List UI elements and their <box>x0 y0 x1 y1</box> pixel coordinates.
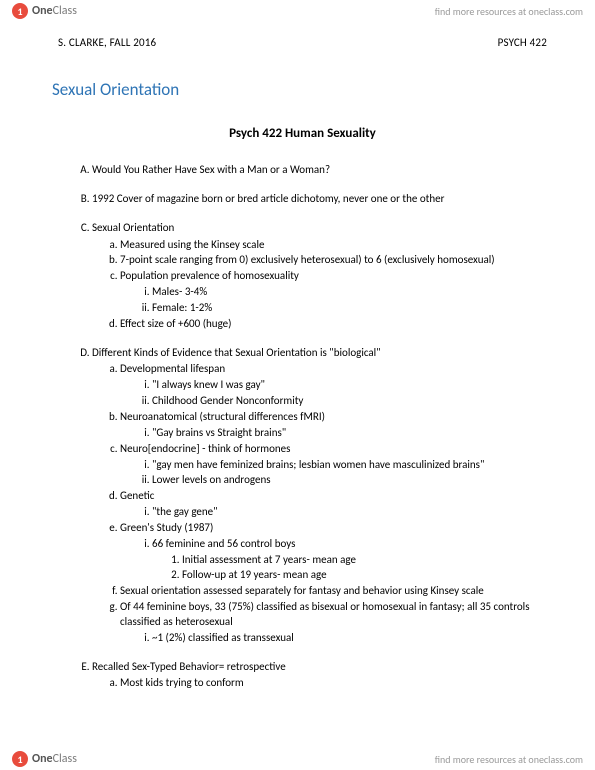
cta-top: find more resources at oneclass.com <box>435 5 583 18</box>
outline-root: Would You Rather Have Sex with a Man or … <box>58 163 547 691</box>
item-C-b: 7-point scale ranging from 0) exclusivel… <box>120 253 547 268</box>
brand-text: OneClass <box>32 752 77 766</box>
brand-icon: 1 <box>12 751 28 767</box>
doc-title: Psych 422 Human Sexuality <box>58 126 547 141</box>
item-D-f: Sexual orientation assessed separately f… <box>120 584 547 599</box>
brand-logo-bottom: 1 OneClass <box>12 751 77 767</box>
brand-icon: 1 <box>12 3 28 19</box>
item-C-c: Population prevalence of homosexuality M… <box>120 269 547 316</box>
item-C: Sexual Orientation Measured using the Ki… <box>92 221 547 332</box>
watermark-top: 1 OneClass find more resources at onecla… <box>0 0 595 22</box>
item-D: Different Kinds of Evidence that Sexual … <box>92 346 547 646</box>
doc-header: S. CLARKE, FALL 2016 PSYCH 422 <box>58 36 547 49</box>
watermark-bottom: 1 OneClass find more resources at onecla… <box>0 748 595 770</box>
item-C-c-i: Males- 3-4% <box>152 285 547 300</box>
item-C-a: Measured using the Kinsey scale <box>120 238 547 253</box>
header-right: PSYCH 422 <box>498 36 547 49</box>
item-D-b: Neuroanatomical (structural differences … <box>120 410 547 441</box>
item-C-c-ii: Female: 1-2% <box>152 301 547 316</box>
brand-logo: 1 OneClass <box>12 3 77 19</box>
item-D-c: Neuro[endocrine] - think of hormones "ga… <box>120 442 547 489</box>
item-B: 1992 Cover of magazine born or bred arti… <box>92 192 547 207</box>
item-A: Would You Rather Have Sex with a Man or … <box>92 163 547 178</box>
item-C-text: Sexual Orientation <box>92 221 174 234</box>
item-D-a: Developmental lifespan "I always knew I … <box>120 362 547 409</box>
item-E: Recalled Sex-Typed Behavior= retrospecti… <box>92 660 547 692</box>
item-D-e: Green's Study (1987) 66 feminine and 56 … <box>120 521 547 583</box>
brand-text: OneClass <box>32 4 77 18</box>
header-left: S. CLARKE, FALL 2016 <box>58 36 156 49</box>
cta-bottom: find more resources at oneclass.com <box>435 753 583 766</box>
item-D-d: Genetic "the gay gene" <box>120 489 547 520</box>
item-C-d: Effect size of +600 (huge) <box>120 317 547 332</box>
page-body: S. CLARKE, FALL 2016 PSYCH 422 Sexual Or… <box>0 22 595 748</box>
section-title: Sexual Orientation <box>52 79 547 100</box>
item-D-g: Of 44 feminine boys, 33 (75%) classified… <box>120 600 547 646</box>
